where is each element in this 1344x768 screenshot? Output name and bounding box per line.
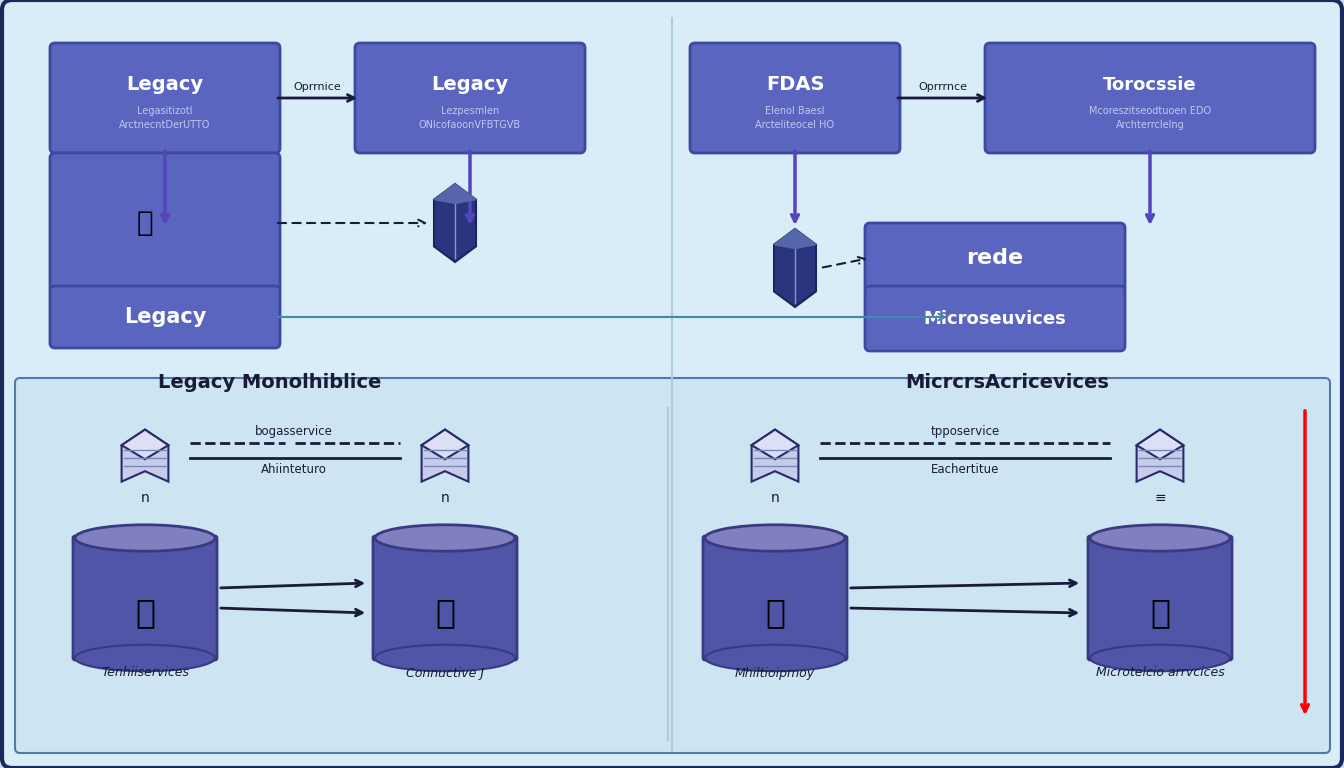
FancyBboxPatch shape [50,43,280,153]
Text: ≡: ≡ [1154,491,1165,505]
Text: Legacy: Legacy [124,307,206,327]
Text: Lezpesmlen
ONlcofaoonVFBTGVB: Lezpesmlen ONlcofaoonVFBTGVB [419,107,521,130]
Ellipse shape [375,645,515,671]
FancyBboxPatch shape [355,43,585,153]
FancyBboxPatch shape [985,43,1314,153]
Polygon shape [121,429,168,482]
Text: n: n [441,491,449,505]
Text: Torocssie: Torocssie [1103,76,1196,94]
Text: Ahiinteturo: Ahiinteturo [261,463,327,476]
FancyBboxPatch shape [374,536,517,660]
FancyBboxPatch shape [50,286,280,348]
Text: 💠: 💠 [1150,597,1171,630]
Text: n: n [770,491,780,505]
Ellipse shape [375,525,515,551]
Text: Legacy: Legacy [431,75,508,94]
Text: Elenol Baesl
Arcteliteocel HO: Elenol Baesl Arcteliteocel HO [755,107,835,130]
Polygon shape [774,229,816,249]
FancyBboxPatch shape [703,536,847,660]
FancyBboxPatch shape [50,153,280,293]
Text: Legasitizotl
ArctnecntDerUTTO: Legasitizotl ArctnecntDerUTTO [120,107,211,130]
Polygon shape [751,429,798,459]
Polygon shape [434,184,476,204]
Text: rede: rede [966,248,1024,268]
Text: Legacy: Legacy [126,75,203,94]
Text: FDAS: FDAS [766,75,824,94]
Ellipse shape [706,645,845,671]
Polygon shape [1137,429,1184,482]
Ellipse shape [706,525,845,551]
Polygon shape [774,229,816,307]
FancyBboxPatch shape [866,286,1125,351]
Text: Eachertitue: Eachertitue [931,463,999,476]
Polygon shape [422,429,469,459]
Text: MicrcrsAcricevices: MicrcrsAcricevices [905,373,1109,392]
Ellipse shape [75,645,215,671]
FancyBboxPatch shape [689,43,900,153]
Text: Connuctive J: Connuctive J [406,667,484,680]
Text: Oprrnice: Oprrnice [293,82,341,92]
Polygon shape [121,429,168,459]
Ellipse shape [75,525,215,551]
Text: Tenhiiservices: Tenhiiservices [101,667,190,680]
Text: Microtelcio arrvcices: Microtelcio arrvcices [1095,667,1224,680]
Ellipse shape [1090,525,1230,551]
FancyBboxPatch shape [1089,536,1232,660]
Text: 🎨: 🎨 [134,597,155,630]
Text: 🏭: 🏭 [137,209,153,237]
Text: Oprrrnce: Oprrrnce [918,82,966,92]
Text: n: n [141,491,149,505]
Text: 📦: 📦 [435,597,456,630]
Polygon shape [422,429,469,482]
Text: Microseuvices: Microseuvices [923,310,1066,327]
Polygon shape [751,429,798,482]
Ellipse shape [1090,645,1230,671]
Text: Legacy Monolhiblice: Legacy Monolhiblice [159,373,382,392]
Text: tpposervice: tpposervice [930,425,1000,438]
Polygon shape [434,184,476,262]
Text: 🟩: 🟩 [765,597,785,630]
Text: Mcoreszitseodtuoen EDO
Archterrclelng: Mcoreszitseodtuoen EDO Archterrclelng [1089,107,1211,130]
FancyBboxPatch shape [73,536,216,660]
FancyBboxPatch shape [15,378,1331,753]
Text: bogasservice: bogasservice [255,425,333,438]
FancyBboxPatch shape [866,223,1125,293]
Text: Mhiltioipmoy: Mhiltioipmoy [735,667,814,680]
Polygon shape [1137,429,1184,459]
